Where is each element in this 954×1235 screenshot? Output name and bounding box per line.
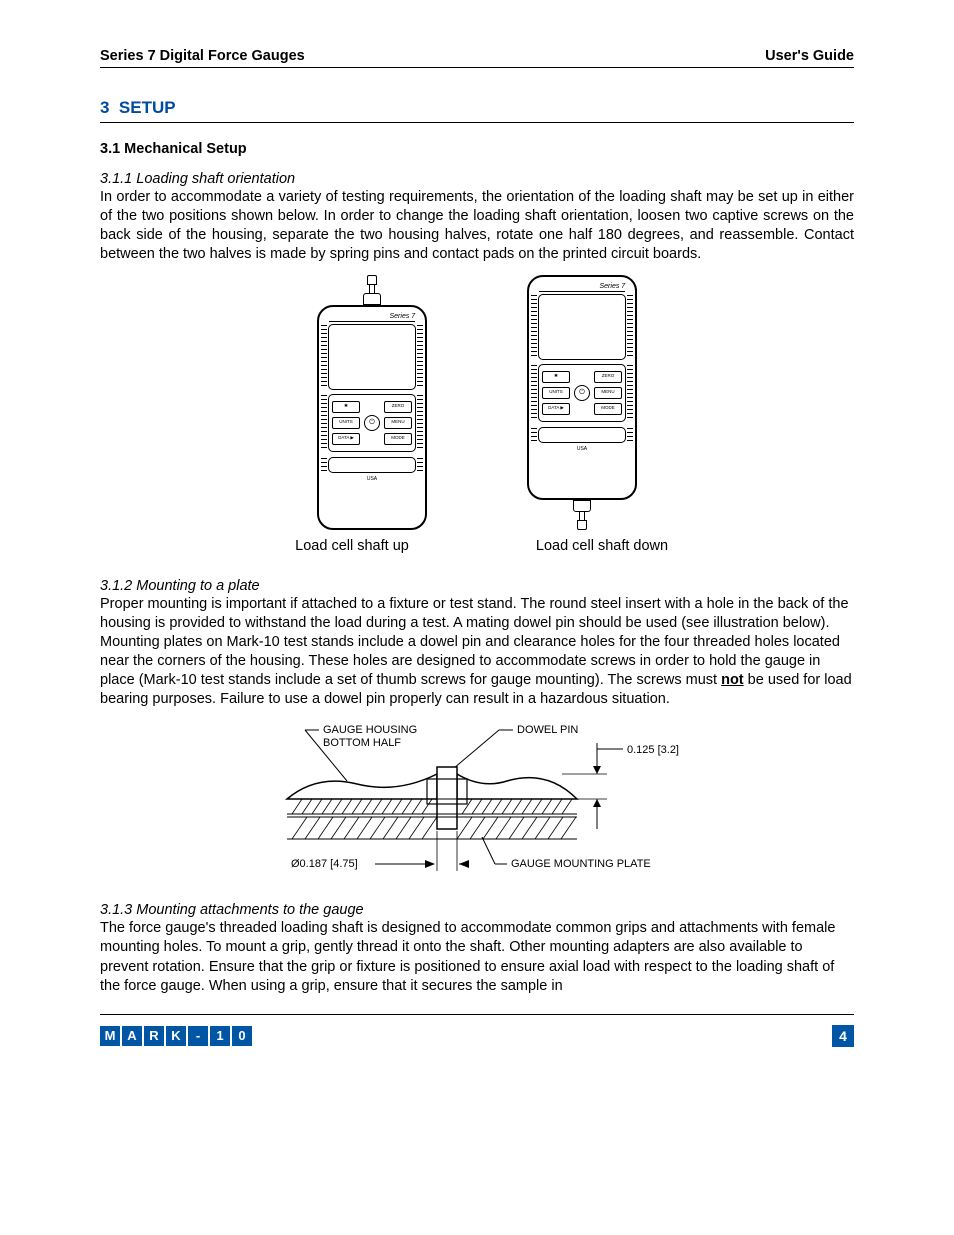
logo-char: K — [166, 1026, 186, 1046]
gauge-foot-slot — [328, 457, 416, 473]
gauge-usa-label: USA — [367, 476, 377, 482]
mode-button: MODE — [594, 403, 622, 415]
footer: M A R K - 1 0 4 — [100, 1014, 854, 1047]
star-button: ✱ — [542, 371, 570, 383]
header-right: User's Guide — [765, 48, 854, 64]
para-3-1-2-not: not — [721, 672, 744, 688]
label-dim2: Ø0.187 [4.75] — [291, 858, 358, 870]
mounting-diagram-svg: GAUGE HOUSING BOTTOM HALF DOWEL PIN 0.12… — [247, 719, 707, 884]
gauge-series-label: Series 7 — [329, 313, 415, 322]
section-number: 3 — [100, 98, 109, 117]
logo-char: 0 — [232, 1026, 252, 1046]
menu-button: MENU — [594, 387, 622, 399]
gauge-screen — [538, 294, 626, 360]
label-plate: GAUGE MOUNTING PLATE — [511, 858, 651, 870]
gauge-captions: Load cell shaft up Load cell shaft down — [100, 538, 854, 554]
data-button: DATA ▶ — [542, 403, 570, 415]
units-button: UNITS — [542, 387, 570, 399]
label-housing2: BOTTOM HALF — [323, 737, 401, 749]
mark10-logo: M A R K - 1 0 — [100, 1026, 252, 1046]
power-button-icon: ⏻ — [364, 415, 380, 431]
subsub-3-1-3: 3.1.3 Mounting attachments to the gauge — [100, 902, 854, 918]
logo-char: R — [144, 1026, 164, 1046]
subsub-3-1-1: 3.1.1 Loading shaft orientation — [100, 171, 854, 187]
para-3-1-3: The force gauge's threaded loading shaft… — [100, 919, 854, 996]
header-left: Series 7 Digital Force Gauges — [100, 48, 305, 64]
para-3-1-1: In order to accommodate a variety of tes… — [100, 188, 854, 265]
section-heading: 3 SETUP — [100, 98, 854, 123]
section-title-text: SETUP — [119, 98, 176, 117]
mode-button: MODE — [384, 433, 412, 445]
label-housing: GAUGE HOUSING — [323, 724, 417, 736]
gauge-body: Series 7 ✱ ZERO UNITS ⏻ MENU DATA ▶ MODE — [527, 275, 637, 500]
caption-down: Load cell shaft down — [512, 538, 692, 554]
gauge-shaft-up: Series 7 ✱ ZERO UNITS ⏻ MENU DATA ▶ MODE — [297, 275, 447, 530]
subsub-3-1-2: 3.1.2 Mounting to a plate — [100, 578, 854, 594]
subsection-3-1: 3.1 Mechanical Setup — [100, 141, 854, 157]
gauge-body: Series 7 ✱ ZERO UNITS ⏻ MENU DATA ▶ MODE — [317, 305, 427, 530]
gauge-screen — [328, 324, 416, 390]
gauge-figure-row: Series 7 ✱ ZERO UNITS ⏻ MENU DATA ▶ MODE — [100, 275, 854, 530]
page: Series 7 Digital Force Gauges User's Gui… — [0, 0, 954, 1087]
gauge-foot-slot — [538, 427, 626, 443]
gauge-shaft-down: Series 7 ✱ ZERO UNITS ⏻ MENU DATA ▶ MODE — [507, 275, 657, 530]
page-number: 4 — [832, 1025, 854, 1047]
caption-up: Load cell shaft up — [262, 538, 442, 554]
logo-char: 1 — [210, 1026, 230, 1046]
mounting-figure: GAUGE HOUSING BOTTOM HALF DOWEL PIN 0.12… — [100, 719, 854, 884]
shaft-down-icon — [575, 500, 589, 530]
gauge-usa-label: USA — [577, 446, 587, 452]
gauge-button-area: ✱ ZERO UNITS ⏻ MENU DATA ▶ MODE — [328, 394, 416, 452]
running-header: Series 7 Digital Force Gauges User's Gui… — [100, 48, 854, 68]
zero-button: ZERO — [384, 401, 412, 413]
para-3-1-2: Proper mounting is important if attached… — [100, 595, 854, 710]
power-button-icon: ⏻ — [574, 385, 590, 401]
shaft-up-icon — [365, 275, 379, 305]
units-button: UNITS — [332, 417, 360, 429]
data-button: DATA ▶ — [332, 433, 360, 445]
gauge-button-area: ✱ ZERO UNITS ⏻ MENU DATA ▶ MODE — [538, 364, 626, 422]
gauge-series-label: Series 7 — [539, 283, 625, 292]
zero-button: ZERO — [594, 371, 622, 383]
logo-char: A — [122, 1026, 142, 1046]
menu-button: MENU — [384, 417, 412, 429]
star-button: ✱ — [332, 401, 360, 413]
logo-char: M — [100, 1026, 120, 1046]
label-dowel: DOWEL PIN — [517, 724, 578, 736]
logo-char: - — [188, 1026, 208, 1046]
label-dim1: 0.125 [3.2] — [627, 744, 679, 756]
